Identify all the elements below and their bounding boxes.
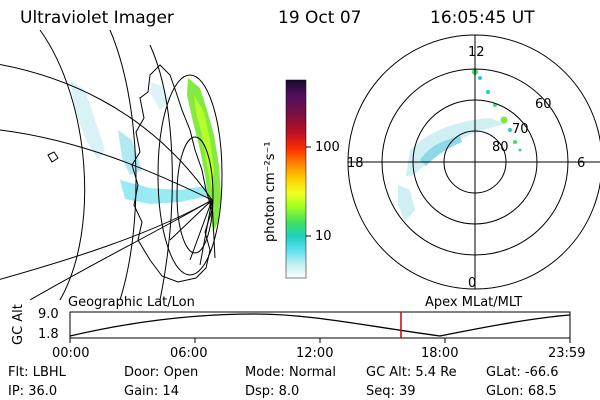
polar-mlt-0: 0 xyxy=(468,276,477,291)
polar-lat-70: 70 xyxy=(512,122,529,137)
geo-grid-line xyxy=(0,199,213,280)
polar-aurora-emission xyxy=(398,69,522,222)
info-ip: IP: 36.0 xyxy=(8,384,58,399)
colorbar-tick-label: 100 xyxy=(315,140,340,155)
geo-limb xyxy=(157,74,223,276)
info-dsp: Dsp: 8.0 xyxy=(245,384,300,399)
polar-mlt-6: 6 xyxy=(577,156,586,171)
geo-grid-line xyxy=(169,199,216,266)
altitude-xtick: 18:00 xyxy=(421,346,459,361)
altitude-left-title: Geographic Lat/Lon xyxy=(68,295,195,310)
colorbar-tick-label: 10 xyxy=(315,229,332,244)
polar-view xyxy=(347,34,600,290)
altitude-right-title: Apex MLat/MLT xyxy=(425,295,523,310)
info-gain: Gain: 14 xyxy=(124,384,179,399)
info-glat: GLat: -66.6 xyxy=(486,365,559,380)
geographic-view xyxy=(0,30,223,300)
geo-grid-line xyxy=(29,199,213,300)
geo-grid-line xyxy=(0,63,213,201)
geo-grid-ellipse xyxy=(176,136,214,254)
info-glon: GLon: 68.5 xyxy=(486,384,557,399)
altitude-ytick: 9.0 xyxy=(38,307,59,322)
info-seq: Seq: 39 xyxy=(366,384,416,399)
altitude-plot xyxy=(69,311,571,343)
coastline-island xyxy=(47,151,59,163)
info-gc-alt: GC Alt: 5.4 Re xyxy=(366,365,457,380)
geo-grid-line xyxy=(0,129,213,201)
geo-grid-line xyxy=(149,44,173,300)
coastline xyxy=(131,64,213,283)
altitude-xtick: 12:00 xyxy=(296,346,334,361)
altitude-xtick: 00:00 xyxy=(52,346,90,361)
altitude-xtick: 06:00 xyxy=(170,346,208,361)
colorbar-unit-label: photon cm⁻²s⁻¹ xyxy=(263,141,278,242)
polar-lat-60: 60 xyxy=(535,97,552,112)
geo-grid-line xyxy=(39,30,86,300)
info-flt: Flt: LBHL xyxy=(8,365,66,380)
altitude-ytick: 1.8 xyxy=(38,327,59,342)
polar-mlt-18: 18 xyxy=(347,156,364,171)
instrument-title: Ultraviolet Imager xyxy=(20,8,174,28)
altitude-curve xyxy=(69,313,571,337)
colorbar xyxy=(285,79,307,279)
date-label: 19 Oct 07 xyxy=(278,8,362,28)
geo-aurora-emission xyxy=(70,78,221,232)
time-label: 16:05:45 UT xyxy=(430,8,535,28)
altitude-xtick: 23:59 xyxy=(548,346,586,361)
info-door: Door: Open xyxy=(124,365,199,380)
info-mode: Mode: Normal xyxy=(245,365,336,380)
geo-grid-line xyxy=(109,30,137,300)
altitude-ylabel: GC Alt xyxy=(11,304,26,345)
polar-mlt-12: 12 xyxy=(468,45,485,60)
polar-lat-80: 80 xyxy=(492,140,509,155)
